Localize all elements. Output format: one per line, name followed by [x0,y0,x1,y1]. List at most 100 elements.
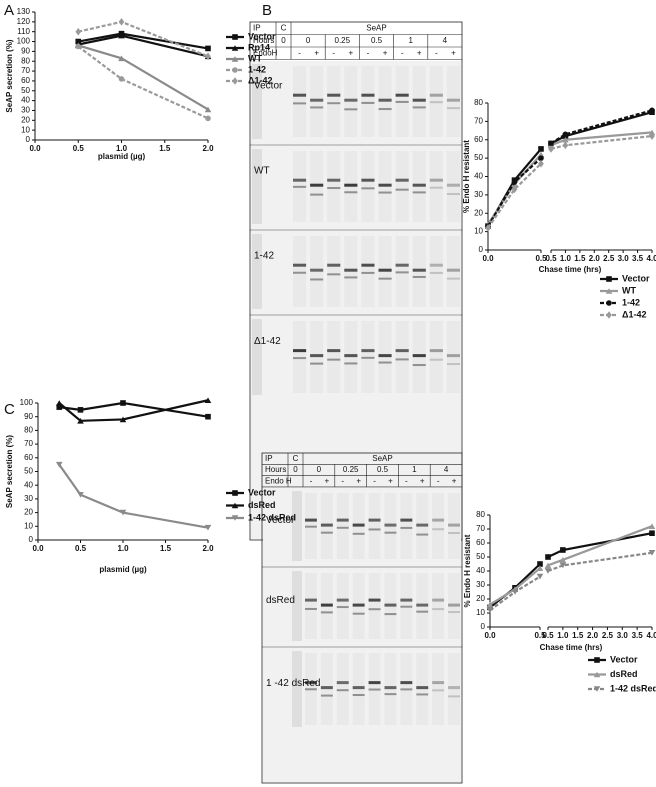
marker [562,141,569,150]
blot-lane-label: Vector [266,515,295,526]
band [327,358,341,361]
x-tick-label: 4.0 [646,631,656,640]
smear [320,573,333,639]
y-tick-label: 40 [476,566,485,575]
marker [75,43,82,50]
band [352,532,365,535]
panel-letter: B [262,2,272,19]
marker [538,155,544,161]
smear [368,653,381,725]
smear [344,66,358,137]
y-tick-label: 60 [24,453,33,462]
band [429,186,443,189]
band [305,518,317,522]
smear [412,151,426,222]
marker [544,568,552,574]
band [446,354,460,358]
endo-sign: - [401,48,404,57]
band [429,349,443,353]
y-axis-title: SeAP secretion (%) [5,39,14,113]
marker [119,416,127,423]
band [327,187,341,190]
smear [310,151,324,222]
marker [606,311,612,319]
marker [511,185,518,194]
smear [448,493,460,559]
smear [361,151,375,222]
y-tick-label: 10 [476,608,485,617]
band [378,183,392,187]
smear [378,321,392,393]
band [305,525,317,528]
band [400,518,413,522]
smear [310,236,324,307]
marker [77,491,84,498]
marker [205,413,211,420]
marker [548,140,554,147]
endo-sign: - [435,48,438,57]
header-label: IP [253,23,261,32]
y-tick-label: 100 [17,37,31,46]
smear [446,66,460,137]
y-tick-label: 40 [21,96,30,105]
endo-sign: + [356,476,361,485]
control-lane [252,319,262,395]
marker [232,490,238,496]
endo-sign: + [349,48,354,57]
band [344,276,358,279]
marker [205,52,211,61]
smear [310,321,324,393]
band [305,688,317,691]
legend-label: 1-42 [622,297,640,307]
band [336,689,349,692]
x-axis-title: plasmid (µg) [98,152,146,161]
band [361,101,375,104]
marker [118,18,125,26]
band [305,598,317,602]
marker [231,45,239,51]
y-tick-label: 80 [474,98,483,107]
x-tick-label: 0.5 [542,631,554,640]
series-line [58,399,209,422]
smear [412,321,426,393]
smear [305,653,317,725]
band [448,611,460,614]
band [412,106,426,109]
smear [429,66,443,137]
legend-label: Rp14 [248,42,270,52]
band [446,363,460,366]
x-tick-label: 2.0 [202,144,214,153]
marker [486,607,494,613]
band [429,93,443,97]
band [412,354,426,358]
legend-label: 1-42 dsRed [610,683,656,693]
band [378,191,392,194]
marker [536,573,544,580]
x-tick-label: 3.0 [617,631,629,640]
endo-sign: - [298,48,301,57]
band [368,608,381,611]
smear [429,321,443,393]
band [412,364,426,367]
y-tick-label: 80 [476,510,485,519]
band [448,603,460,607]
smear [412,236,426,307]
endo-sign: - [341,476,344,485]
band [352,523,365,527]
band [432,528,445,531]
marker [649,107,655,114]
y-tick-label: 130 [17,7,31,16]
hour-label: 0 [317,465,322,474]
x-tick-label: 2.5 [602,631,614,640]
band [412,191,426,194]
marker [559,557,567,563]
band [361,271,375,274]
band [416,610,429,613]
smear [400,573,413,639]
smear [344,321,358,393]
endo-sign: + [388,476,393,485]
legend-label: Δ1-42 [622,309,646,319]
band [344,191,358,194]
legend-label: Δ1-42 [248,75,272,85]
band [336,526,349,529]
